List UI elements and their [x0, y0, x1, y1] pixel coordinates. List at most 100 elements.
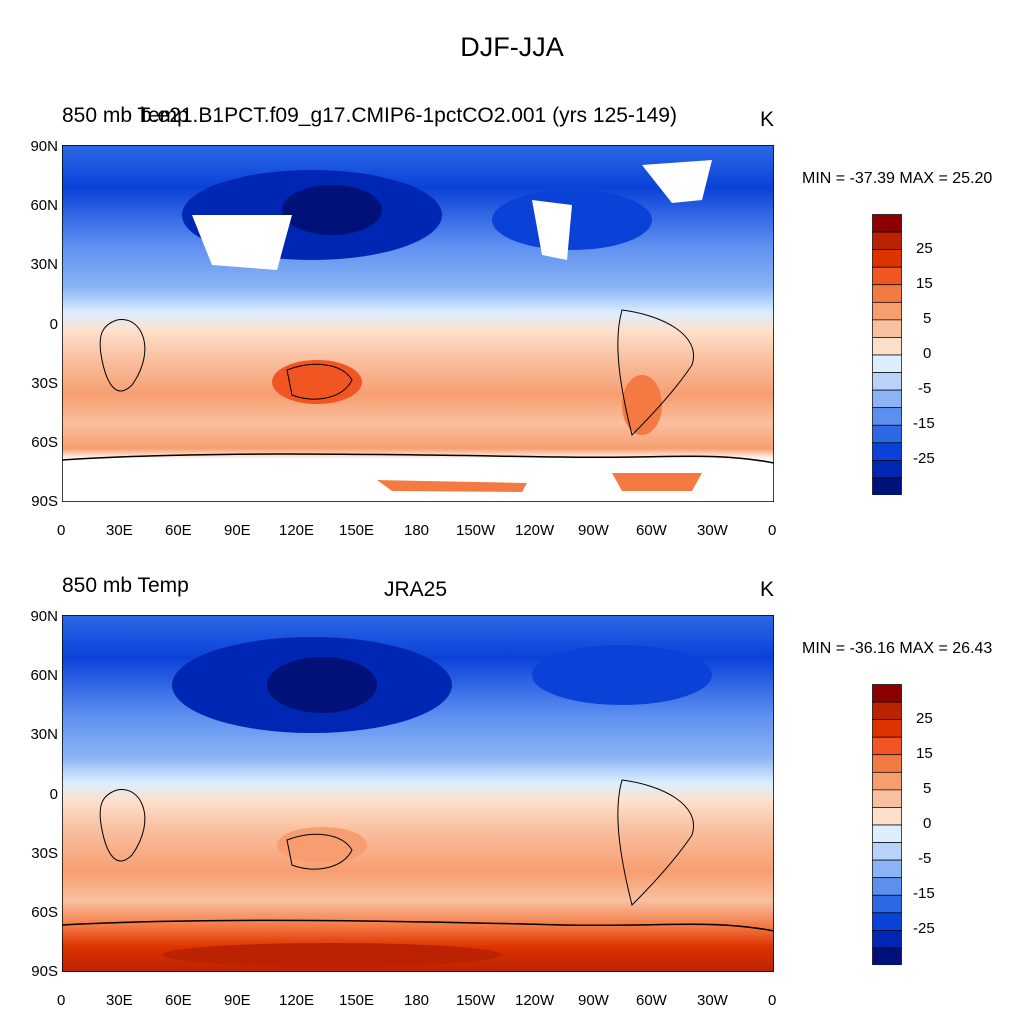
panel-1-min-max: MIN = -37.39 MAX = 25.20 — [802, 170, 993, 187]
lat-tick: 90N — [30, 138, 58, 155]
colorbar-box — [872, 894, 902, 914]
panel-1-coastline-australia — [286, 363, 353, 400]
panel-1-case-label: b.e21.B1PCT.f09_g17.CMIP6-1pctCO2.001 (y… — [140, 104, 677, 127]
panel-1-coastline-south-america — [617, 309, 695, 436]
panel-1-cold-america — [492, 190, 652, 250]
colorbar-box — [872, 389, 902, 409]
colorbar-box — [872, 442, 902, 461]
lon-tick: 150W — [456, 992, 496, 1009]
lon-tick: 60W — [636, 992, 667, 1009]
lat-tick: 90S — [31, 963, 58, 980]
panel-1-cold-core-inner — [282, 185, 382, 235]
colorbar-box — [872, 301, 902, 321]
lon-tick: 30E — [106, 522, 133, 539]
lon-tick: 90W — [578, 522, 609, 539]
colorbar-box — [872, 266, 902, 286]
colorbar-label: 25 — [916, 240, 933, 257]
colorbar-box — [872, 284, 902, 303]
colorbar-label: -5 — [918, 380, 932, 397]
lon-tick: 0 — [57, 522, 66, 539]
lon-tick: 60W — [636, 522, 667, 539]
colorbar-box — [872, 736, 902, 756]
colorbar-box — [872, 337, 902, 356]
panel-2-units: K — [760, 578, 775, 601]
colorbar-label: 0 — [923, 345, 932, 362]
colorbar-box — [872, 231, 902, 250]
colorbar-box — [872, 684, 902, 703]
lat-tick: 60N — [30, 667, 58, 684]
lon-tick: 150E — [339, 522, 375, 539]
panel-2-cold-america — [532, 645, 712, 705]
lon-tick: 180 — [404, 992, 430, 1009]
colorbar-label: -5 — [918, 850, 932, 867]
colorbar-box — [872, 930, 902, 949]
panel-1-missing-greenland — [642, 160, 712, 203]
lat-tick: 90N — [30, 608, 58, 625]
colorbar-box — [872, 719, 902, 738]
panel-2-map — [62, 615, 774, 972]
colorbar-box — [872, 807, 902, 826]
colorbar-label: 15 — [916, 275, 933, 292]
colorbar-label: -25 — [913, 450, 935, 467]
colorbar-box — [872, 771, 902, 791]
lon-tick: 0 — [57, 992, 66, 1009]
panel-1-map — [62, 145, 774, 502]
lon-tick: 120E — [279, 992, 315, 1009]
colorbar-box — [872, 877, 902, 896]
panel-1-missing-asia — [192, 215, 292, 270]
colorbar-label: -25 — [913, 920, 935, 937]
panel-2-warm-antarctic — [162, 943, 502, 967]
lon-tick: 0 — [768, 522, 777, 539]
lon-tick: 150W — [456, 522, 496, 539]
panel-1-warm-south-america — [622, 375, 662, 435]
colorbar-box — [872, 477, 902, 495]
figure-title: DJF-JJA — [460, 32, 564, 62]
colorbar-box — [872, 859, 902, 879]
panel-2-coastline-antarctica — [62, 919, 774, 932]
lat-tick: 30N — [30, 256, 58, 273]
lon-tick: 30E — [106, 992, 133, 1009]
colorbar-label: -15 — [913, 415, 935, 432]
lat-tick: 30N — [30, 726, 58, 743]
panel-1-warm-antarctic-a — [377, 480, 527, 492]
lon-tick: 90E — [224, 992, 251, 1009]
colorbar-label: 15 — [916, 745, 933, 762]
lat-tick: 0 — [49, 316, 58, 333]
colorbar-boxes — [872, 214, 902, 495]
panel-2-coastline-south-america — [617, 779, 695, 906]
lon-tick: 180 — [404, 522, 430, 539]
colorbar-box — [872, 824, 902, 843]
colorbar-label: 0 — [923, 815, 932, 832]
lon-tick: 90W — [578, 992, 609, 1009]
colorbar-label: 5 — [923, 310, 932, 327]
colorbar-box — [872, 249, 902, 268]
panel-1-warm-australia — [272, 360, 362, 404]
panel-2-lon-axis: 0 30E 60E 90E 120E 150E 180 150W 120W 90… — [0, 992, 1024, 1012]
panel-1-variable-label: 850 mb Temp — [62, 104, 189, 127]
lon-tick: 0 — [768, 992, 777, 1009]
panel-2-coastline-africa — [99, 789, 146, 862]
panel-1-warm-antarctic-b — [612, 473, 702, 491]
colorbar-box — [872, 912, 902, 931]
panel-1-units: K — [760, 108, 775, 131]
colorbar-box — [872, 701, 902, 720]
panel-1-lon-axis: 0 30E 60E 90E 120E 150E 180 150W 120W 90… — [0, 522, 1024, 542]
colorbar-box — [872, 460, 902, 479]
lon-tick: 60E — [165, 992, 192, 1009]
colorbar-label: 5 — [923, 780, 932, 797]
lon-tick: 120W — [515, 992, 555, 1009]
colorbar-box — [872, 789, 902, 808]
panel-1-missing-rockies — [532, 200, 572, 260]
lat-tick: 60S — [31, 904, 58, 921]
lon-tick: 60E — [165, 522, 192, 539]
panel-2-variable-label: 850 mb Temp — [62, 574, 189, 597]
colorbar-box — [872, 947, 902, 965]
panel-1-coastline-africa — [99, 319, 146, 392]
colorbar-box — [872, 354, 902, 373]
colorbar-box — [872, 407, 902, 426]
lat-tick: 0 — [49, 786, 58, 803]
panel-1-coastline-antarctica — [62, 453, 774, 464]
colorbar-box — [872, 842, 902, 861]
panel-2-min-max: MIN = -36.16 MAX = 26.43 — [802, 640, 993, 657]
lon-tick: 90E — [224, 522, 251, 539]
